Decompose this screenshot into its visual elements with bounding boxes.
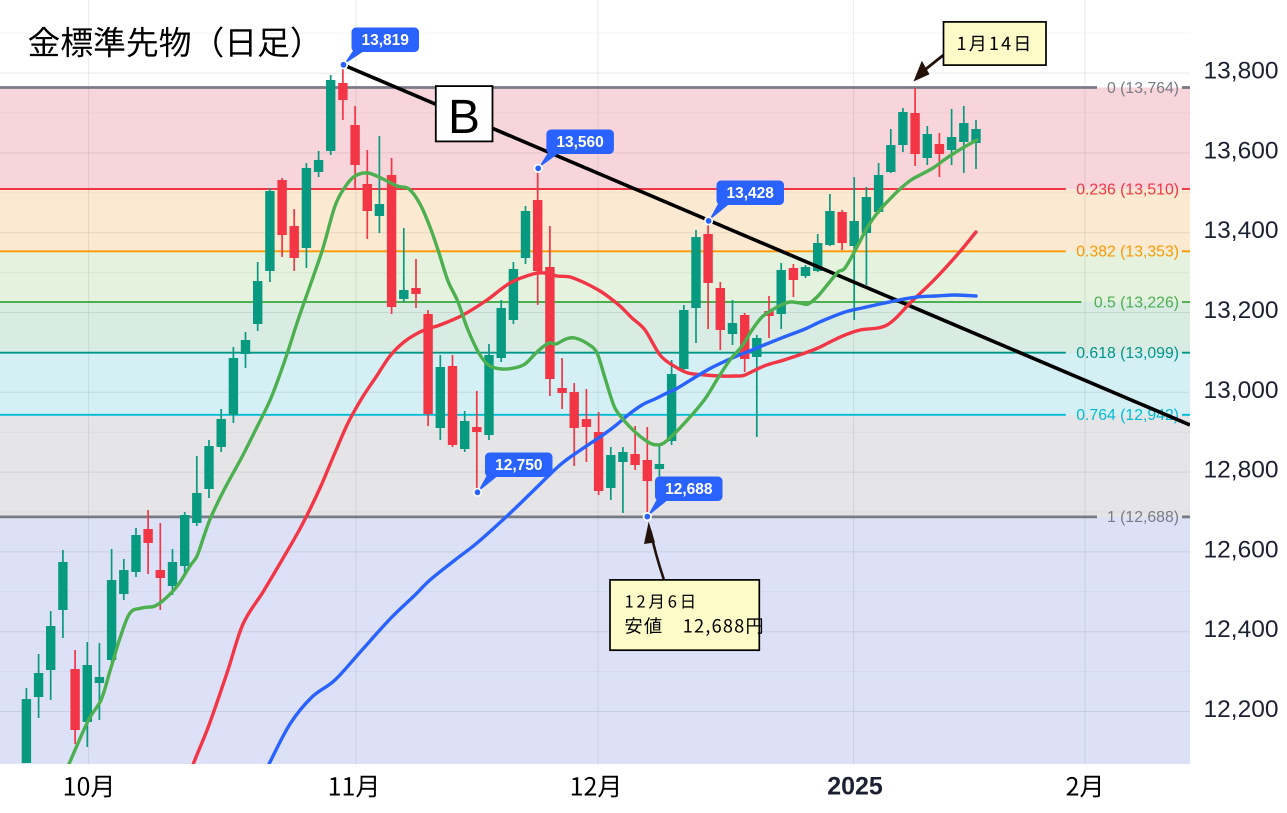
svg-text:13,200: 13,200 (1204, 297, 1279, 324)
svg-text:B: B (448, 91, 480, 144)
svg-text:13,428: 13,428 (726, 185, 774, 202)
svg-text:1 (12,688): 1 (12,688) (1107, 509, 1179, 526)
svg-text:12,688: 12,688 (665, 481, 713, 498)
svg-text:0.5 (13,226): 0.5 (13,226) (1094, 294, 1179, 311)
svg-text:12,800: 12,800 (1204, 457, 1279, 484)
svg-text:0.236 (13,510): 0.236 (13,510) (1076, 181, 1179, 198)
svg-text:13,000: 13,000 (1204, 377, 1279, 404)
svg-text:12,750: 12,750 (495, 457, 542, 474)
svg-text:0 (13,764): 0 (13,764) (1107, 80, 1179, 97)
svg-text:13,400: 13,400 (1204, 217, 1279, 244)
svg-text:2025: 2025 (827, 773, 883, 801)
svg-text:12,400: 12,400 (1204, 616, 1279, 643)
svg-text:0.618 (13,099): 0.618 (13,099) (1076, 345, 1179, 362)
svg-text:0.382 (13,353): 0.382 (13,353) (1076, 244, 1179, 261)
svg-text:13,560: 13,560 (556, 134, 603, 151)
svg-text:13,600: 13,600 (1204, 137, 1279, 164)
svg-text:12,600: 12,600 (1204, 536, 1279, 563)
svg-text:13,800: 13,800 (1204, 58, 1279, 85)
svg-text:13,819: 13,819 (361, 32, 409, 49)
svg-text:12,200: 12,200 (1204, 696, 1279, 723)
